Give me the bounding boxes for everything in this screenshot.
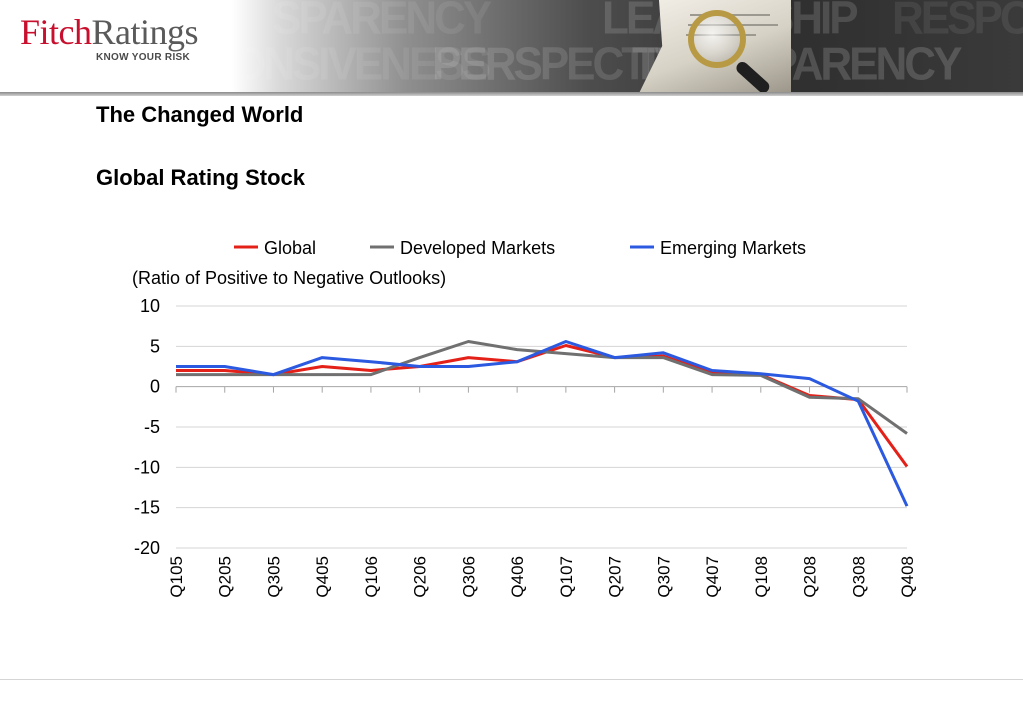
y-tick-label: -5: [144, 417, 160, 437]
chart-gridlines: [176, 305, 907, 549]
x-tick-label: Q206: [411, 556, 430, 598]
banner-word: RESPONSIVENESS: [892, 0, 1023, 45]
legend-label: Emerging Markets: [660, 238, 806, 258]
slide-title: The Changed World: [96, 102, 304, 127]
y-axis-label: (Ratio of Positive to Negative Outlooks): [132, 268, 446, 288]
chart-legend: Global Developed Markets Emerging Markets: [234, 238, 806, 258]
slide-subtitle: Global Rating Stock: [96, 165, 306, 190]
y-tick-label: -15: [134, 498, 160, 518]
y-tick-label: 0: [150, 377, 160, 397]
x-tick-label: Q305: [264, 556, 283, 598]
y-tick-label: 10: [140, 296, 160, 316]
header-divider: [0, 92, 1023, 96]
series-line-emerging-markets: [176, 340, 909, 507]
legend-label: Global: [264, 238, 316, 258]
footer-divider: [0, 679, 1023, 680]
header-banner: SPARENCY LEADERSHIP ONSIVENESS PERSPECTI…: [0, 0, 1023, 92]
x-tick-label: Q405: [313, 556, 332, 598]
logo-fitch-text: Fitch: [20, 12, 92, 52]
x-tick-label: Q106: [362, 556, 381, 598]
y-tick-label: 5: [150, 336, 160, 356]
x-tick-label: Q406: [508, 556, 527, 598]
x-tick-label: Q407: [703, 556, 722, 598]
series-line-developed-markets: [176, 340, 908, 435]
x-tick-label: Q207: [606, 556, 625, 598]
legend-label: Developed Markets: [400, 238, 555, 258]
chart-axes: 10 5 0 -5 -10 -15 -20 Q105 Q205 Q305 Q405 Q106 Q206 Q…: [134, 296, 917, 598]
x-tick-label: Q105: [167, 556, 186, 598]
fitch-ratings-logo: FitchRatings KNOW YOUR RISK: [20, 12, 199, 63]
banner-word: SPARENCY: [272, 0, 492, 45]
x-tick-label: Q205: [216, 556, 235, 598]
banner-word: ONSIVENESS: [232, 38, 491, 91]
y-tick-label: -10: [134, 457, 160, 477]
magnifier-icon: [688, 10, 746, 68]
x-tick-label: Q308: [849, 556, 868, 598]
series-line-global: [176, 344, 909, 468]
x-tick-label: Q108: [752, 556, 771, 598]
x-tick-label: Q408: [898, 556, 917, 598]
y-tick-label: -20: [134, 538, 160, 558]
logo-ratings-text: Ratings: [91, 12, 199, 52]
x-tick-label: Q306: [459, 556, 478, 598]
logo-tagline: KNOW YOUR RISK: [96, 52, 191, 63]
x-tick-label: Q107: [557, 556, 576, 598]
x-tick-label: Q307: [654, 556, 673, 598]
chart-series: [176, 340, 909, 507]
x-tick-label: Q208: [801, 556, 820, 598]
